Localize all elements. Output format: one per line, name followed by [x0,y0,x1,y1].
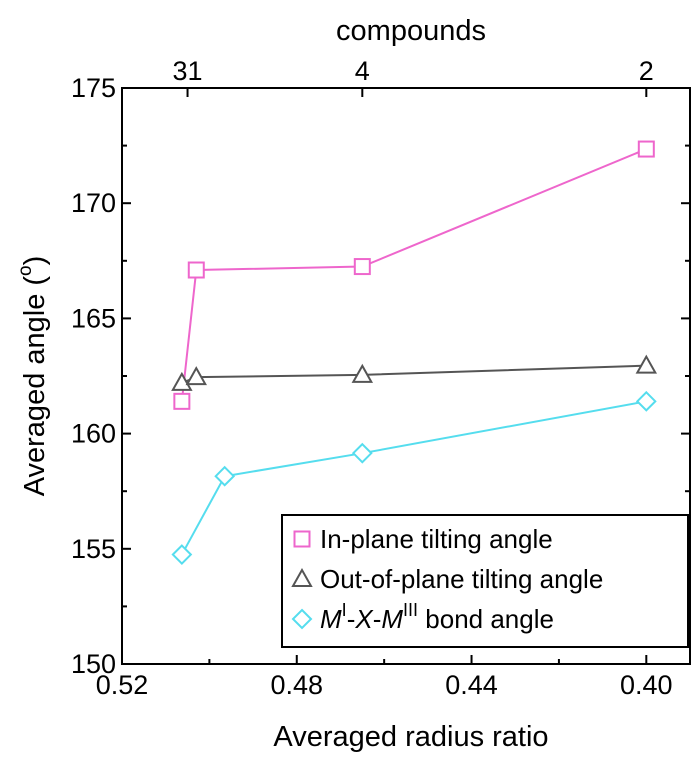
series-square [173,140,655,410]
legend-label: Out-of-plane tilting angle [320,564,603,594]
data-point-triangle [171,371,193,391]
legend-label-part: I [342,600,347,620]
series-triangle [171,354,658,391]
x-axis-title: Averaged radius ratio [273,721,548,753]
data-point-square [173,392,191,410]
legend-box [281,514,689,648]
tick-labels: 150 155 160 165 170 175 0.52 0.48 0.44 0.40 31 4 2 [71,56,673,700]
legend-item: MI-X-MIII bond angle [291,600,554,634]
legend-items: In-plane tilting angle Out-of-plane tilti… [291,524,603,634]
y-axis-title-degree: o [15,265,36,276]
data-point-triangle [635,354,658,374]
y-tick-label: 160 [71,419,116,449]
y-tick-label: 150 [71,649,116,679]
y-axis-title: Averaged angle (o) [15,256,51,497]
data-point-diamond [351,442,373,464]
legend-label-part: bond angle [418,604,554,634]
legend-label-part: - [347,604,356,634]
x-tick-label: 0.40 [620,670,673,700]
data-point-square [353,258,371,276]
legend-item: In-plane tilting angle [293,524,553,554]
legend-marker-diamond [291,608,313,630]
legend-label-part: M [320,604,342,634]
x-tick-label: 0.48 [270,670,323,700]
legend-label-part: - [373,604,382,634]
legend-label: In-plane tilting angle [320,524,553,554]
top-tick-label: 2 [639,56,654,86]
legend-label-part: III [403,600,418,620]
plot-frame [121,87,691,665]
top-axis-title: compounds [336,15,486,47]
y-tick-label: 175 [71,73,116,103]
x-tick-label: 0.52 [96,670,149,700]
series-diamond [171,390,657,565]
series-line-diamond [180,400,647,556]
legend-label-part: X [354,604,374,634]
series-line-square [180,148,647,402]
x-tick-label: 0.44 [445,670,498,700]
series-line-triangle [181,364,647,384]
y-axis-title-main: Averaged angle ( [19,276,51,497]
data-point-diamond [214,465,236,487]
y-tick-label: 170 [71,188,116,218]
y-tick-label: 165 [71,303,116,333]
legend-item: Out-of-plane tilting angle [291,564,603,594]
legend-label-part: M [381,604,403,634]
y-axis-title-close: ) [19,256,51,266]
legend-marker-triangle [291,567,313,587]
legend-label: MI-X-MIII bond angle [320,600,554,634]
data-point-triangle [185,366,207,386]
y-tick-label: 155 [71,534,116,564]
top-tick-label: 31 [173,56,203,86]
data-point-square [187,261,205,279]
data-point-triangle [351,363,374,383]
legend: In-plane tilting angle Out-of-plane tilti… [281,514,689,648]
legend-marker-square [293,530,311,548]
data-point-square [637,140,655,158]
data-point-diamond [635,390,657,412]
data-point-diamond [171,544,193,565]
series-layer [171,140,658,565]
top-tick-label: 4 [355,56,370,86]
